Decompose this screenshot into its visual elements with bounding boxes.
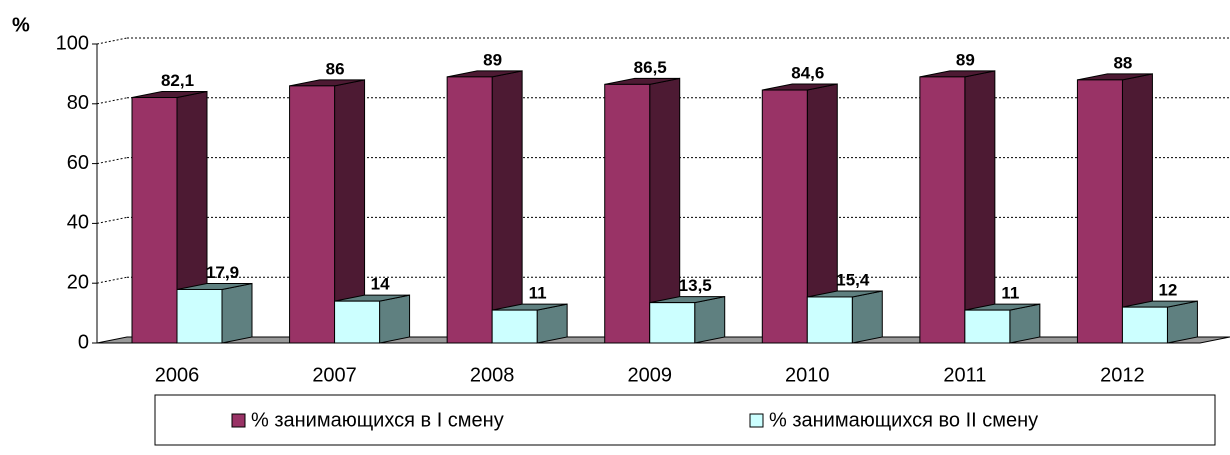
bar bbox=[491, 309, 538, 344]
bar-side bbox=[964, 70, 996, 344]
value-label: 11 bbox=[1001, 284, 1019, 303]
bar-side bbox=[851, 290, 883, 344]
value-label: 84,6 bbox=[791, 64, 824, 83]
bar bbox=[964, 309, 1011, 344]
bar-side bbox=[1009, 303, 1041, 344]
bar-side bbox=[379, 294, 411, 344]
bar-side bbox=[694, 296, 726, 344]
grid-line bbox=[96, 37, 128, 45]
y-tick-label: 40 bbox=[67, 212, 89, 234]
bar bbox=[176, 288, 223, 344]
bar bbox=[446, 76, 493, 344]
bar bbox=[604, 83, 651, 344]
bar bbox=[649, 302, 696, 344]
x-tick-label: 2011 bbox=[943, 364, 986, 386]
value-label: 14 bbox=[371, 275, 390, 294]
legend-swatch bbox=[749, 413, 764, 428]
bar bbox=[289, 85, 336, 344]
x-tick-label: 2012 bbox=[1100, 364, 1145, 386]
grid-line bbox=[96, 97, 128, 105]
value-label: 86,5 bbox=[634, 58, 667, 77]
y-tick-label: 60 bbox=[67, 152, 89, 174]
value-label: 82,1 bbox=[161, 71, 194, 90]
value-label: 88 bbox=[1113, 53, 1132, 72]
value-label: 15,4 bbox=[836, 270, 870, 289]
legend-box bbox=[154, 394, 1216, 446]
bar bbox=[761, 89, 808, 344]
legend-swatch bbox=[231, 413, 246, 428]
x-tick-label: 2009 bbox=[627, 364, 672, 386]
value-label: 89 bbox=[483, 50, 502, 69]
bar bbox=[806, 296, 853, 344]
grid-line bbox=[96, 276, 128, 284]
y-tick-label: 80 bbox=[67, 92, 89, 114]
grid-line bbox=[96, 216, 128, 224]
x-tick-label: 2007 bbox=[312, 364, 357, 386]
bar bbox=[131, 97, 178, 344]
legend-label: % занимающихся в I смену bbox=[251, 409, 504, 431]
bar bbox=[919, 76, 966, 344]
value-label: 17,9 bbox=[206, 263, 239, 282]
value-label: 11 bbox=[529, 284, 547, 303]
value-label: 12 bbox=[1158, 281, 1177, 300]
bar bbox=[1076, 79, 1123, 344]
x-tick-label: 2006 bbox=[155, 364, 200, 386]
value-label: 13,5 bbox=[679, 276, 712, 295]
bar-side bbox=[1166, 300, 1198, 344]
bar bbox=[334, 300, 381, 344]
x-tick-label: 2010 bbox=[785, 364, 830, 386]
value-label: 86 bbox=[326, 59, 345, 78]
bar-side bbox=[221, 282, 253, 344]
x-tick-label: 2008 bbox=[470, 364, 515, 386]
y-tick-label: 100 bbox=[56, 32, 89, 54]
bar-side bbox=[536, 303, 568, 344]
y-tick-label: 0 bbox=[78, 331, 89, 353]
y-tick-label: 20 bbox=[67, 271, 89, 293]
y-axis-label: % bbox=[12, 14, 30, 36]
bar-side bbox=[491, 70, 523, 344]
legend-label: % занимающихся во II смену bbox=[769, 409, 1038, 431]
value-label: 89 bbox=[956, 50, 975, 69]
bar bbox=[1121, 306, 1168, 344]
grid-line bbox=[96, 157, 128, 165]
